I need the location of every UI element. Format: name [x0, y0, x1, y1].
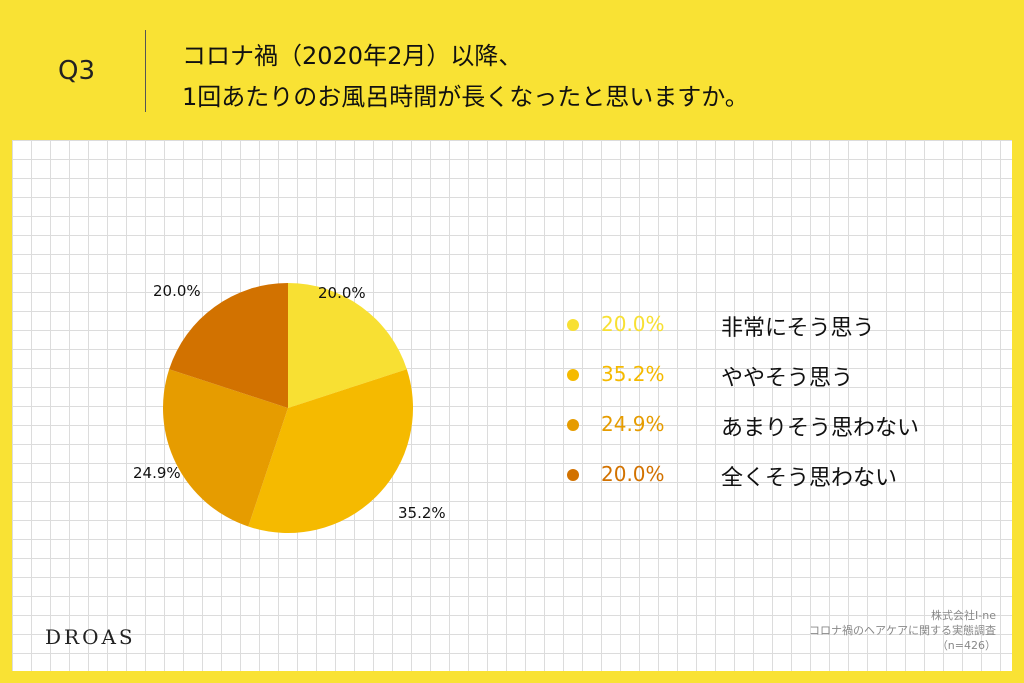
pie-slice [248, 369, 414, 533]
legend-dot-icon [567, 319, 579, 331]
legend-label: 非常にそう思う [721, 316, 875, 341]
legend-label: あまりそう思わない [721, 416, 920, 441]
source-note: 株式会社I-ne コロナ禍のヘアケアに関する実態調査 （n=426） [809, 608, 996, 653]
pie-slice [162, 369, 288, 527]
pie-slice [169, 283, 288, 408]
slice-label: 20.0% [153, 282, 201, 300]
question-title-line-2: 1回あたりのお風呂時間が長くなったと思いますか。 [182, 83, 749, 111]
legend-item: 20.0% 非常にそう思う [565, 302, 985, 352]
legend-dot-icon [567, 419, 579, 431]
legend-label: ややそう思う [721, 366, 854, 391]
slice-label: 35.2% [398, 504, 446, 522]
legend-label: 全くそう思わない [721, 466, 898, 491]
chart-panel: 20.0% 35.2% 24.9% 20.0% 20.0% 非常にそう思う 35.2%… [12, 140, 1012, 671]
question-number: Q3 [58, 56, 96, 86]
legend: 20.0% 非常にそう思う 35.2% ややそう思う 24.9% あまりそう思わ… [565, 302, 985, 502]
legend-percent: 24.9% [601, 412, 665, 436]
legend-percent: 20.0% [601, 312, 665, 336]
brand-logo: DROAS [45, 625, 136, 649]
source-company: 株式会社I-ne [931, 609, 996, 622]
pie-slice [288, 283, 407, 408]
source-survey-title: コロナ禍のヘアケアに関する実態調査 [809, 624, 996, 637]
slice-label: 20.0% [318, 284, 366, 302]
header: Q3 コロナ禍（2020年2月）以降、 1回あたりのお風呂時間が長くなったと思い… [0, 0, 1024, 140]
legend-dot-icon [567, 469, 579, 481]
legend-item: 24.9% あまりそう思わない [565, 402, 985, 452]
pie-chart: 20.0% 35.2% 24.9% 20.0% [133, 282, 446, 533]
legend-percent: 20.0% [601, 462, 665, 486]
source-sample-size: （n=426） [936, 639, 996, 652]
legend-dot-icon [567, 369, 579, 381]
header-divider [145, 30, 146, 112]
legend-percent: 35.2% [601, 362, 665, 386]
legend-item: 35.2% ややそう思う [565, 352, 985, 402]
slice-label: 24.9% [133, 464, 181, 482]
question-title-line-1: コロナ禍（2020年2月）以降、 [182, 42, 523, 70]
legend-item: 20.0% 全くそう思わない [565, 452, 985, 502]
